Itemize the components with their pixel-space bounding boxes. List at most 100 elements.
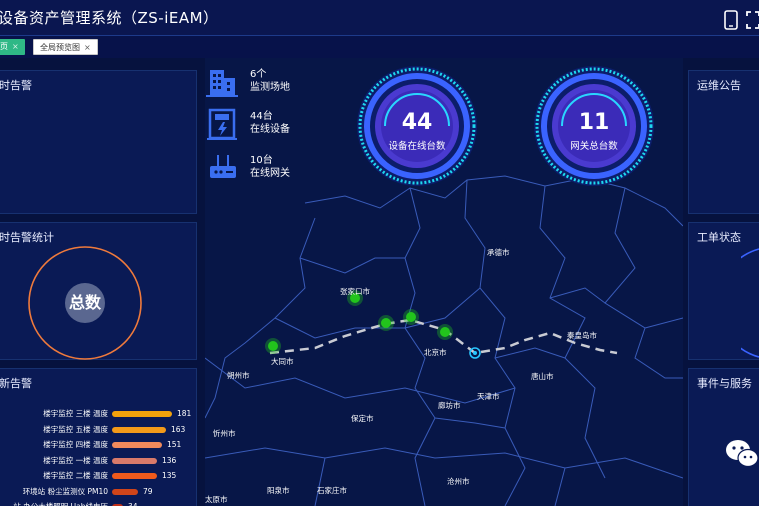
app-title: 设备资产管理系统（ZS-iEAM） [0, 9, 219, 27]
alarm-stats-panel: 时告警统计 总数 [0, 222, 197, 360]
alarm-bar-label: 楼宇监控 二楼 温度 [43, 471, 108, 480]
city-label: 秦皇岛市 [567, 331, 597, 340]
city-label: 朔州市 [227, 371, 250, 380]
stat-label: 在线网关 [250, 168, 290, 179]
alarm-bar-label: 环境站 粉尘监测仪 PM10 [22, 486, 108, 496]
events-services-panel: 事件与服务 [688, 368, 759, 506]
stat-devices: 44台 在线设备 [205, 108, 335, 144]
panel-title: 时告警统计 [0, 231, 54, 244]
panel-title: 新告警 [0, 377, 32, 390]
alarm-bar-row: 楼宇监控 三楼 温度 181 [0, 408, 196, 420]
stat-gateways: 10台 在线网关 [205, 152, 335, 188]
work-order-ring [741, 248, 759, 358]
gauge-value: 11 [578, 110, 610, 135]
tab-bar: 页 × 全局预览图 × [0, 36, 759, 58]
realtime-alarm-panel: 时告警 [0, 70, 197, 214]
power-cabinet-icon [207, 108, 237, 140]
city-label: 大同市 [271, 357, 294, 366]
tab-overview-label: 全局预览图 [40, 43, 80, 52]
stat-value: 10台 [250, 155, 273, 166]
city-label: 石家庄市 [317, 486, 347, 495]
alarm-bar-row: 楼宇监控 一楼 温度 136 [0, 455, 196, 467]
alarm-bar-value: 79 [143, 486, 153, 496]
stat-value: 44台 [250, 111, 273, 122]
alarm-bar-value: 163 [171, 424, 186, 434]
stat-text: 10台 在线网关 [250, 154, 290, 180]
alarm-bar [112, 488, 138, 495]
alarm-bar [112, 411, 172, 417]
stat-text: 6个 监测场地 [250, 68, 290, 94]
city-label: 太原市 [205, 495, 228, 504]
gateway-total-gauge [534, 66, 654, 186]
city-label: 天津市 [477, 392, 500, 401]
alarm-bar-value: 181 [177, 409, 192, 418]
city-label: 北京市 [424, 348, 447, 357]
alarm-bar-row: 楼宇监控 五楼 温度 163 [0, 424, 196, 436]
stat-label: 在线设备 [250, 124, 290, 135]
map-point[interactable] [378, 315, 394, 331]
stat-sites: 6个 监测场地 [205, 66, 335, 102]
alarm-bar [112, 426, 166, 433]
top-bar: 设备资产管理系统（ZS-iEAM） [0, 0, 759, 36]
gauge-label: 设备在线台数 [388, 141, 446, 152]
router-icon [210, 155, 236, 178]
stat-value: 6个 [250, 69, 267, 80]
map-boundaries [205, 175, 683, 506]
city-label: 保定市 [351, 414, 374, 423]
latest-alarm-panel: 新告警 楼宇监控 三楼 温度 181 楼宇监控 五楼 温度 163 楼宇监控 四楼 温度… [0, 368, 197, 506]
building-icon [206, 70, 238, 97]
tab-home-label: 页 [0, 42, 8, 51]
panel-title: 运维公告 [697, 79, 741, 92]
work-order-status-panel: 工单状态 [688, 222, 759, 360]
alarm-bar [112, 504, 123, 506]
tab-home[interactable]: 页 × [0, 39, 25, 55]
panel-title: 工单状态 [697, 231, 741, 244]
tab-global-overview[interactable]: 全局预览图 × [33, 39, 98, 55]
alarm-bar-value: 34 [128, 501, 138, 506]
map-markers [265, 290, 481, 359]
alarm-bar [112, 473, 157, 479]
panel-title: 时告警 [0, 79, 32, 92]
fullscreen-icon[interactable] [745, 10, 759, 30]
stat-text: 44台 在线设备 [250, 110, 290, 136]
alarm-total-donut [28, 246, 142, 360]
alarm-bar-label: 楼宇监控 五楼 温度 [43, 424, 108, 434]
city-label: 张家口市 [340, 287, 370, 296]
wechat-icon[interactable] [725, 437, 759, 471]
city-label: 阳泉市 [267, 486, 290, 495]
ops-notice-panel: 运维公告 [688, 70, 759, 214]
alarm-bar-value: 135 [162, 471, 177, 480]
mobile-icon[interactable] [723, 10, 739, 30]
alarm-bar-label: 站 办公大楼照明 Uab线电压 [13, 501, 108, 506]
close-icon[interactable]: × [84, 43, 91, 52]
close-icon[interactable]: × [12, 42, 19, 51]
city-label: 唐山市 [531, 372, 554, 381]
alarm-bar-label: 楼宇监控 四楼 温度 [43, 440, 108, 449]
city-label: 承德市 [487, 248, 510, 257]
alarm-bar-label: 楼宇监控 一楼 温度 [43, 455, 108, 465]
map-point[interactable] [403, 309, 419, 325]
map-point[interactable] [347, 290, 363, 306]
alarm-bar-row: 环境站 粉尘监测仪 PM10 79 [0, 486, 196, 498]
city-label: 廊坊市 [438, 401, 461, 410]
donut-center-label: 总数 [68, 293, 101, 312]
panel-title: 事件与服务 [697, 377, 752, 390]
alarm-bar-row: 站 办公大楼照明 Uab线电压 34 [0, 501, 196, 506]
alarm-bar [112, 442, 162, 448]
map-point[interactable] [437, 324, 453, 340]
gauge-value: 44 [401, 110, 433, 135]
region-map: 6个 监测场地 44台 在线设备 10台 在线网关 [205, 58, 683, 506]
alarm-bar-row: 楼宇监控 二楼 温度 135 [0, 470, 196, 482]
city-label: 沧州市 [447, 477, 470, 486]
alarm-bar-label: 楼宇监控 三楼 温度 [43, 409, 108, 418]
map-point[interactable] [265, 338, 281, 354]
stat-label: 监测场地 [250, 82, 290, 93]
alarm-bar-value: 136 [162, 455, 177, 465]
alarm-bar [112, 457, 157, 464]
gauge-label: 网关总台数 [570, 141, 618, 152]
city-label: 忻州市 [213, 429, 236, 438]
device-online-gauge [357, 66, 477, 186]
alarm-bar-row: 楼宇监控 四楼 温度 151 [0, 439, 196, 451]
alarm-bar-value: 151 [167, 440, 182, 449]
map-point-selected[interactable] [469, 347, 481, 359]
